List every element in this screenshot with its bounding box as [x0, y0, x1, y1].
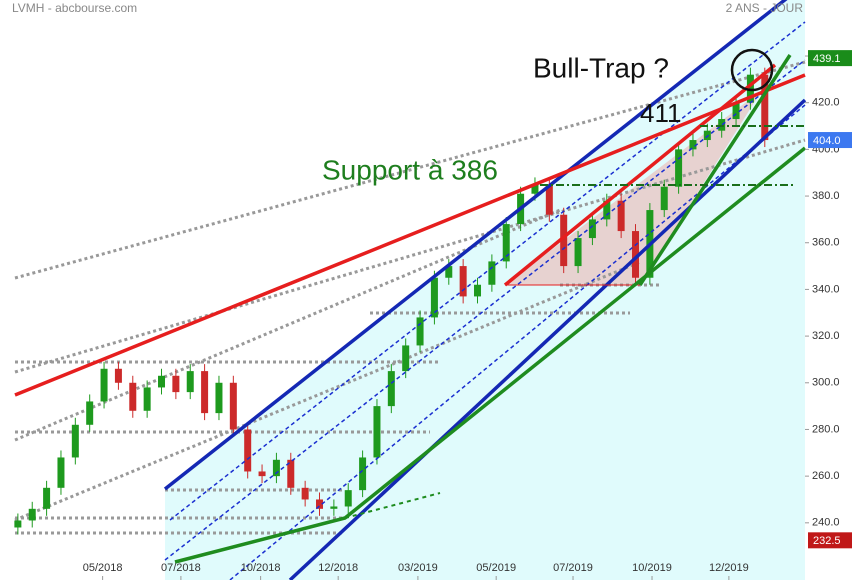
candle-body — [373, 406, 381, 458]
candle-body — [316, 499, 324, 509]
x-tick-label: 05/2018 — [83, 562, 123, 574]
header-right: 2 ANS - JOUR — [726, 1, 804, 15]
candle-body — [129, 382, 137, 411]
channel-top — [163, 0, 788, 491]
resistance-line — [14, 73, 806, 397]
candle-body — [632, 231, 640, 278]
x-tick-label: 12/2018 — [318, 562, 358, 574]
channel-dashes — [164, 21, 806, 580]
candle-body — [71, 424, 79, 458]
candle-body — [272, 459, 280, 477]
x-tick-label: 03/2019 — [398, 562, 438, 574]
candle-body — [215, 382, 223, 414]
trap-circle — [730, 48, 774, 92]
candle-body — [660, 186, 668, 211]
y-tick-label: 320.0 — [812, 330, 840, 342]
candle-body — [14, 520, 22, 528]
x-tick-label: 07/2018 — [161, 562, 201, 574]
candle-body — [114, 368, 122, 383]
x-tick-label: 10/2019 — [632, 562, 672, 574]
candle-body — [445, 266, 453, 278]
annotation: Bull-Trap ? — [533, 52, 669, 83]
y-tick-label: 260.0 — [812, 470, 840, 482]
x-tick-label: 07/2019 — [553, 562, 593, 574]
x-tick-label: 12/2019 — [709, 562, 749, 574]
candle-body — [574, 238, 582, 267]
y-tick-label: 280.0 — [812, 423, 840, 435]
x-tick-label: 10/2018 — [241, 562, 281, 574]
candle-body — [258, 471, 266, 477]
x-tick-label: 05/2019 — [476, 562, 516, 574]
candle-body — [689, 140, 697, 150]
candle-body — [301, 487, 309, 500]
candle-body — [344, 490, 352, 507]
candle-body — [143, 387, 151, 411]
triangle-support — [638, 54, 792, 286]
candle-body — [675, 149, 683, 187]
candle-body — [488, 261, 496, 285]
candle-body — [86, 401, 94, 425]
candle-body — [761, 74, 769, 141]
price-badge — [808, 532, 852, 549]
candle-body — [158, 375, 166, 388]
y-tick-label: 360.0 — [812, 237, 840, 249]
candle-body — [416, 317, 424, 346]
annotation: 411 — [640, 98, 681, 128]
support-extension — [344, 492, 441, 519]
y-tick-label: 380.0 — [812, 190, 840, 202]
candle-body — [43, 487, 51, 509]
candle-body — [201, 371, 209, 414]
channel-mid — [288, 98, 807, 580]
candle-body — [732, 102, 740, 120]
candle-body — [459, 266, 467, 297]
candle-body — [172, 375, 180, 393]
annotation: Support à 386 — [322, 154, 498, 185]
y-tick-label: 420.0 — [812, 97, 840, 109]
candle-body — [560, 214, 568, 267]
candle-body — [100, 368, 108, 402]
candle-body — [57, 457, 65, 488]
candle-body — [387, 371, 395, 407]
price-badge — [808, 132, 852, 149]
triangle-fill — [505, 90, 762, 285]
candle-body — [430, 277, 438, 318]
triangle-top — [503, 63, 777, 287]
candle-body — [588, 219, 596, 239]
price-badge-label: 232.5 — [813, 535, 841, 547]
candle-body — [603, 200, 611, 220]
candle-body — [330, 506, 338, 509]
candle-body — [502, 224, 510, 262]
y-tick-label: 300.0 — [812, 377, 840, 389]
candle-body — [186, 371, 194, 393]
candle-body — [287, 459, 295, 488]
candle-body — [229, 382, 237, 430]
candle-body — [718, 119, 726, 131]
candle-body — [531, 184, 539, 194]
price-badge — [808, 50, 852, 67]
price-badge-label: 404.0 — [813, 135, 841, 147]
y-tick-label: 240.0 — [812, 517, 840, 529]
candle-body — [545, 184, 553, 215]
candle-body — [474, 284, 482, 297]
candle-body — [359, 457, 367, 491]
candle-body — [244, 429, 252, 472]
candle-body — [617, 200, 625, 232]
candle-body — [28, 508, 36, 521]
y-tick-label: 340.0 — [812, 283, 840, 295]
header-left: LVMH - abcbourse.com — [12, 1, 137, 15]
price-badge-label: 439.1 — [813, 53, 841, 65]
candle-body — [402, 345, 410, 372]
